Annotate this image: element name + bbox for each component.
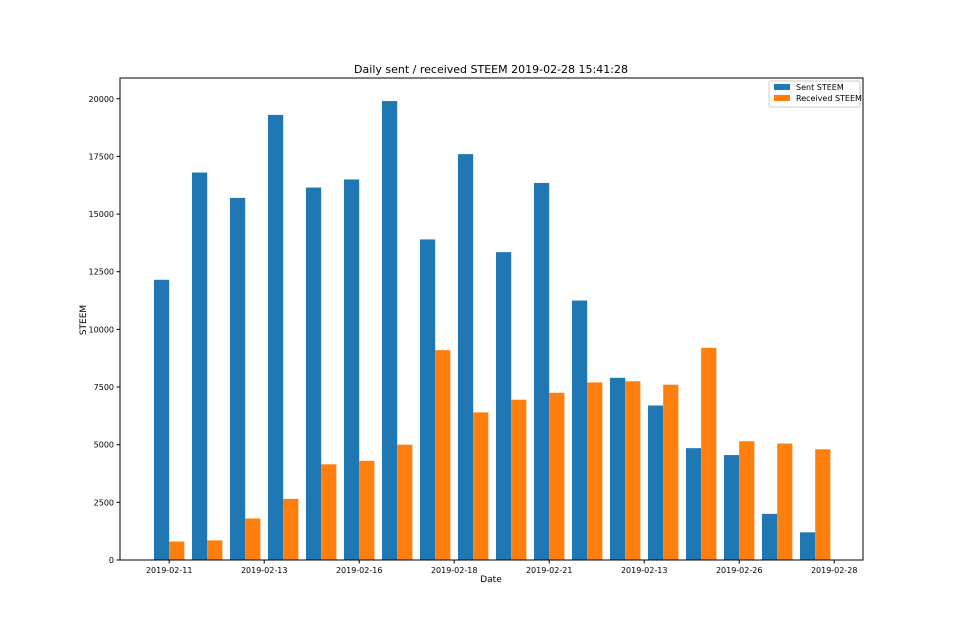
bar-sent-9 (496, 252, 512, 560)
x-tick-label: 2019-02-16 (336, 566, 383, 575)
x-tick-label: 2019-02-26 (716, 566, 763, 575)
bar-received-8 (473, 412, 489, 560)
bar-received-9 (511, 399, 527, 560)
bar-received-16 (777, 443, 793, 560)
bar-received-6 (397, 444, 413, 560)
bar-received-2 (245, 518, 261, 560)
bar-received-14 (701, 347, 717, 560)
legend-swatch-sent (774, 84, 790, 90)
y-tick-label: 10000 (89, 325, 114, 334)
bar-sent-4 (306, 187, 322, 561)
y-tick-label: 7500 (94, 383, 114, 392)
x-axis-label: Date (480, 575, 502, 585)
bar-received-1 (207, 540, 223, 560)
y-tick-label: 0 (109, 556, 114, 565)
legend-label-sent: Sent STEEM (796, 83, 844, 92)
y-tick-label: 20000 (89, 95, 114, 104)
y-tick-label: 17500 (89, 152, 114, 161)
bar-sent-0 (154, 279, 170, 560)
legend-label-received: Received STEEM (796, 94, 862, 103)
bar-sent-11 (572, 300, 588, 560)
bar-sent-13 (648, 405, 664, 560)
bar-sent-7 (420, 239, 436, 560)
bar-received-12 (625, 381, 641, 560)
x-tick-label: 2019-02-11 (146, 566, 193, 575)
bar-sent-1 (192, 172, 208, 560)
y-tick-label: 5000 (94, 441, 114, 450)
legend-swatch-received (774, 95, 790, 101)
bar-received-3 (283, 498, 299, 560)
y-axis-label: STEEM (79, 305, 89, 335)
bar-sent-6 (382, 101, 398, 560)
bar-received-13 (663, 384, 679, 560)
bar-sent-5 (344, 179, 360, 560)
bar-received-4 (321, 464, 337, 560)
legend-frame (768, 80, 861, 108)
x-tick-label: 2019-02-13 (621, 566, 668, 575)
bar-sent-8 (458, 154, 474, 561)
x-tick-label: 2019-02-13 (241, 566, 288, 575)
bar-sent-16 (762, 513, 778, 560)
bar-received-10 (549, 392, 565, 560)
bar-sent-17 (800, 532, 816, 560)
y-tick-label: 2500 (94, 498, 114, 507)
bar-sent-3 (268, 114, 284, 561)
bar-received-15 (739, 441, 755, 560)
bar-received-0 (169, 541, 185, 560)
bar-received-17 (815, 449, 831, 560)
bars-group (154, 101, 831, 561)
legend: Sent STEEM Received STEEM (768, 80, 862, 108)
bar-sent-12 (610, 377, 626, 560)
bar-received-5 (359, 460, 375, 560)
bar-sent-14 (686, 448, 702, 560)
x-tick-label: 2019-02-21 (526, 566, 573, 575)
bar-received-11 (587, 382, 603, 560)
bar-sent-2 (230, 197, 246, 561)
bar-sent-10 (534, 182, 550, 560)
y-axis-ticks: 0 2500 5000 7500 10000 12500 15000 17500 20000 (89, 95, 120, 565)
x-tick-label: 2019-02-28 (811, 566, 858, 575)
bar-sent-15 (724, 455, 740, 560)
plot-frame (119, 77, 864, 561)
x-tick-label: 2019-02-18 (431, 566, 478, 575)
y-tick-label: 12500 (89, 268, 114, 277)
x-axis-ticks: 2019-02-11 2019-02-13 2019-02-16 2019-02-18… (146, 560, 858, 575)
y-tick-label: 15000 (89, 210, 114, 219)
chart-title: Daily sent / received STEEM 2019-02-28 1… (354, 63, 628, 76)
bar-received-7 (435, 350, 451, 560)
